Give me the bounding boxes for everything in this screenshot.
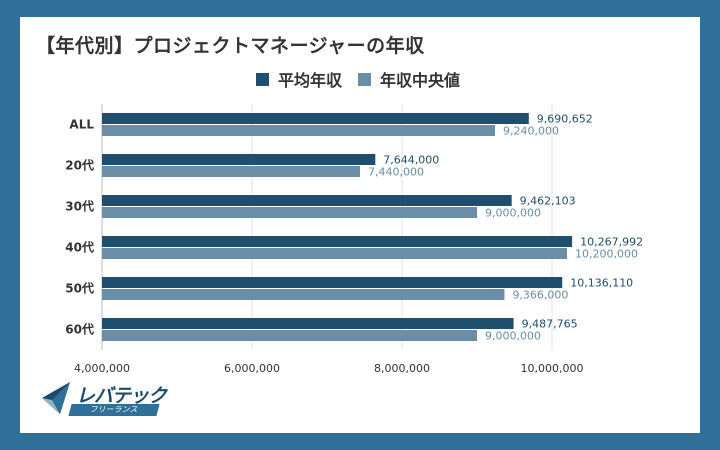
category-label: 20代 [65, 158, 94, 173]
data-label-average: 7,644,000 [383, 154, 439, 167]
bar-median [102, 166, 360, 177]
bar-average [102, 154, 376, 165]
legend-item-median: 年収中央値 [358, 67, 460, 91]
data-label-median: 9,366,000 [512, 289, 568, 302]
chart-title: 【年代別】プロジェクトマネージャーの年収 [36, 35, 425, 57]
data-label-average: 9,487,765 [522, 318, 578, 331]
bar-median [102, 330, 477, 341]
brand-logo: レバテック フリーランス [40, 378, 170, 418]
legend-swatch-average [256, 72, 269, 86]
category-label: ALL [69, 118, 94, 132]
data-label-average: 9,690,652 [537, 113, 593, 126]
category-label: 50代 [65, 281, 94, 296]
bar-median [102, 248, 567, 259]
x-tick-label: 4,000,000 [74, 362, 130, 375]
bar-median [102, 289, 505, 300]
chart-card [20, 17, 700, 433]
bar-average [102, 195, 512, 206]
x-tick-label: 10,000,000 [521, 362, 584, 375]
data-label-median: 10,200,000 [575, 248, 638, 261]
category-label: 30代 [65, 199, 94, 214]
logo-subtext: フリーランス [68, 404, 160, 416]
bar-average [102, 318, 514, 329]
bar-median [102, 207, 477, 218]
bar-average [102, 277, 563, 288]
data-label-average: 10,136,110 [570, 277, 633, 290]
data-label-average: 10,267,992 [580, 236, 643, 249]
legend: 平均年収 年収中央値 [256, 67, 460, 91]
logo-text: レバテック [76, 385, 167, 407]
legend-label-average: 平均年収 [278, 71, 343, 90]
bar-average [102, 113, 529, 124]
data-label-median: 7,440,000 [368, 166, 424, 179]
bar-median [102, 125, 495, 136]
data-label-average: 9,462,103 [520, 195, 576, 208]
bar-average [102, 236, 573, 247]
logo-mark-icon [42, 382, 70, 414]
data-label-median: 9,240,000 [503, 125, 559, 138]
legend-swatch-median [358, 72, 372, 86]
legend-label-median: 年収中央値 [380, 71, 461, 90]
category-label: 40代 [65, 240, 94, 255]
x-tick-label: 6,000,000 [224, 362, 280, 375]
legend-item-average: 平均年収 [256, 67, 342, 91]
x-tick-label: 8,000,000 [374, 362, 430, 375]
category-label: 60代 [65, 322, 94, 337]
data-label-median: 9,000,000 [485, 330, 541, 343]
data-label-median: 9,000,000 [485, 207, 541, 220]
